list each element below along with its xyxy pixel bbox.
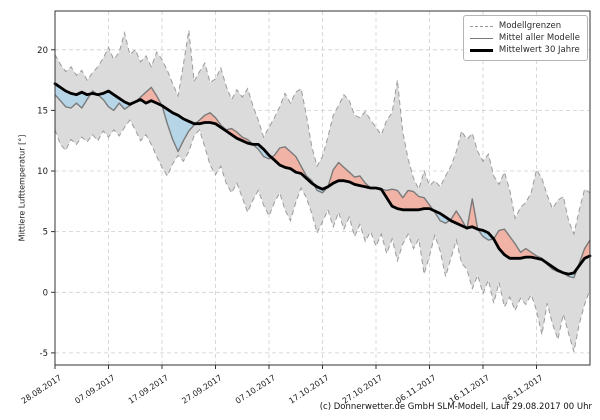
svg-text:5: 5 — [43, 228, 48, 238]
svg-text:0: 0 — [43, 288, 48, 298]
legend-label-mittel-aller-modelle: Mittel aller Modelle — [498, 33, 580, 43]
legend-label-mittelwert-30-jahre: Mittelwert 30 Jahre — [498, 45, 580, 55]
svg-text:10: 10 — [37, 167, 48, 177]
svg-text:20: 20 — [37, 46, 48, 56]
dashed-line-icon — [469, 25, 493, 27]
copyright-caption: (c) Donnerwetter.de GmbH SLM-Modell, Lau… — [319, 402, 592, 412]
legend: Modellgrenzen Mittel aller Modelle Mitte… — [462, 15, 588, 61]
legend-item-modellgrenzen: Modellgrenzen — [469, 20, 580, 32]
svg-text:15: 15 — [37, 106, 48, 116]
black-line-icon — [469, 48, 493, 52]
y-axis-label: Mittlere Lufttemperatur [°] — [17, 134, 27, 242]
legend-item-mittelwert-30-jahre: Mittelwert 30 Jahre — [469, 44, 580, 56]
legend-item-mittel-aller-modelle: Mittel aller Modelle — [469, 32, 580, 44]
legend-label-modellgrenzen: Modellgrenzen — [498, 21, 562, 31]
svg-text:-5: -5 — [40, 349, 48, 359]
gray-line-icon — [469, 37, 493, 39]
